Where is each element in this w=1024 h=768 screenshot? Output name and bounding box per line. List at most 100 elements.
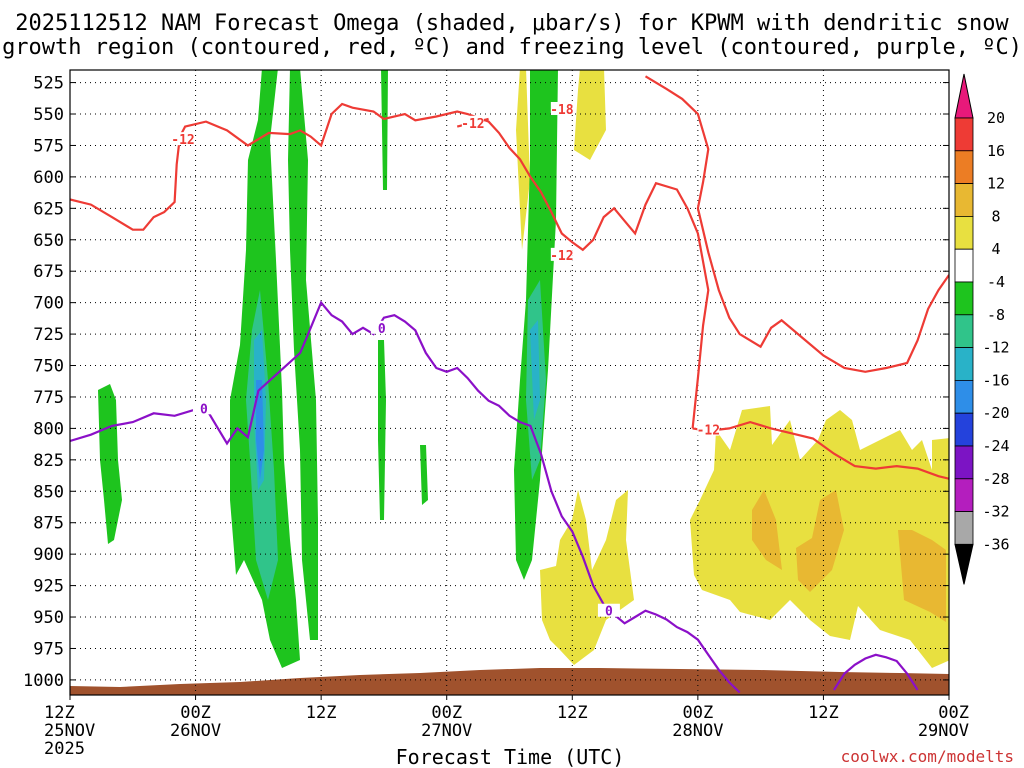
dgz-contour-label-background: [461, 115, 484, 129]
dgz-contour-label-background: [550, 247, 573, 261]
omega-shading: [70, 70, 949, 695]
dgz-contour-label-background: [172, 132, 195, 146]
colorbar-segment: [954, 215, 974, 250]
colorbar-segment: [954, 412, 974, 447]
y-tick-label: 1000: [23, 671, 64, 691]
y-tick-label: 900: [33, 545, 64, 565]
omega-area-sinking-stronger: [752, 490, 946, 622]
y-tick-label: 950: [33, 608, 64, 628]
x-tick-label: 28NOV: [672, 721, 723, 741]
freezing-level-label: 0: [200, 402, 208, 417]
x-tick-label: 26NOV: [170, 721, 221, 741]
colorbar-label: 20: [987, 109, 1005, 127]
y-tick-label: 675: [33, 262, 64, 282]
colorbar-label: -32: [982, 503, 1009, 521]
y-tick-label: 575: [33, 136, 64, 156]
y-tick-label: 625: [33, 199, 64, 219]
contour-labels: -12 -12 -18 -12 -12 0 0 0: [171, 101, 720, 620]
x-tick-label: 00Z: [682, 703, 713, 723]
x-axis-label: Forecast Time (UTC): [396, 745, 625, 768]
credit-text: coolwx.com/modelts: [841, 747, 1014, 766]
x-tick-label: 12Z: [557, 703, 588, 723]
colorbar-segment: [954, 150, 974, 185]
y-tick-label: 875: [33, 514, 64, 534]
y-tick-label: 825: [33, 451, 64, 471]
dgz-contour-label: -12: [550, 249, 573, 264]
y-tick-label: 850: [33, 482, 64, 502]
x-tick-label: 27NOV: [421, 721, 472, 741]
colorbar: 20 16 12 8 4 -4 -8 -12 -16 -20 -24 -28 -32 -36: [954, 73, 1010, 585]
omega-area-ascent-moderate: [246, 280, 546, 600]
freezing-level-label-background: [192, 401, 215, 415]
x-tick-label: 29NOV: [918, 721, 969, 741]
freezing-level-label: 0: [378, 322, 386, 337]
colorbar-segment: [954, 248, 974, 283]
colorbar-segment: [954, 379, 974, 414]
plot-frame: [69, 69, 950, 696]
omega-area-ascent-core: [256, 380, 264, 480]
colorbar-segment: [954, 478, 974, 512]
dgz-contour-label-background: [697, 422, 720, 436]
colorbar-label: -28: [982, 470, 1009, 488]
x-tick-label: 12Z: [44, 703, 75, 723]
colorbar-segment-bottom: [954, 543, 974, 585]
y-tick-label: 550: [33, 105, 64, 125]
colorbar-label: -20: [982, 404, 1009, 422]
x-tick-label: 25NOV: [44, 721, 95, 741]
colorbar-segment-top: [954, 73, 974, 119]
colorbar-label: -36: [982, 535, 1009, 553]
contours: [70, 75, 949, 694]
colorbar-segment: [954, 347, 974, 381]
omega-area-ascent-main: [98, 70, 558, 668]
colorbar-label: 12: [987, 175, 1005, 193]
y-tick-label: 750: [33, 357, 64, 377]
freezing-level-label: 0: [605, 605, 613, 620]
freezing-level-line: [832, 653, 919, 691]
dgz-contour-label: -18: [550, 103, 574, 118]
x-tick-label: 12Z: [808, 703, 839, 723]
colorbar-label: -8: [987, 306, 1005, 324]
colorbar-label: 4: [991, 240, 1000, 258]
x-tick-label: 12Z: [306, 703, 337, 723]
colorbar-segment: [954, 511, 974, 545]
y-tick-label: 800: [33, 419, 64, 439]
dgz-contour-label: -12: [461, 117, 484, 132]
terrain-surface: [70, 668, 949, 695]
x-tick-label: 2025: [44, 739, 85, 759]
x-tick-label: 00Z: [431, 703, 462, 723]
dgz-contour-label: -12: [697, 424, 720, 439]
colorbar-segment: [954, 117, 974, 152]
colorbar-label: -4: [987, 273, 1005, 291]
freezing-level-label-background: [597, 603, 620, 617]
dgz-contour-label: -12: [171, 133, 194, 148]
y-tick-label: 975: [33, 639, 64, 659]
y-tick-label: 700: [33, 294, 64, 314]
dgz-contour-line: [644, 75, 949, 373]
freezing-level-line: [70, 300, 741, 694]
colorbar-label: -16: [982, 371, 1009, 389]
y-tick-label: 600: [33, 168, 64, 188]
dgz-contour-line: [70, 102, 710, 429]
dgz-contour-label-background: [550, 101, 573, 115]
colorbar-segment: [954, 183, 974, 217]
colorbar-label: 16: [987, 142, 1005, 160]
y-tick-label: 925: [33, 577, 64, 597]
dgz-contour-line: [692, 420, 949, 480]
x-tick-label: 00Z: [180, 703, 211, 723]
y-tick-label: 725: [33, 325, 64, 345]
y-tick-label: 525: [33, 74, 64, 94]
colorbar-label: 8: [991, 207, 1000, 225]
colorbar-label: -24: [982, 437, 1009, 455]
x-tick-label: 00Z: [938, 703, 969, 723]
colorbar-segment: [954, 314, 974, 348]
colorbar-segment: [954, 281, 974, 316]
chart-title-line2: growth region (contoured, red, ºC) and f…: [2, 35, 1022, 60]
colorbar-segment: [954, 445, 974, 480]
chart-title-line1: 2025112512 NAM Forecast Omega (shaded, μ…: [15, 11, 1009, 36]
freezing-level-label-background: [370, 320, 393, 334]
colorbar-label: -12: [982, 339, 1009, 357]
y-axis: 525 550 575 600 625 650 675 700 725 750 775 800 825 8…: [23, 74, 949, 691]
y-tick-label: 775: [33, 388, 64, 408]
